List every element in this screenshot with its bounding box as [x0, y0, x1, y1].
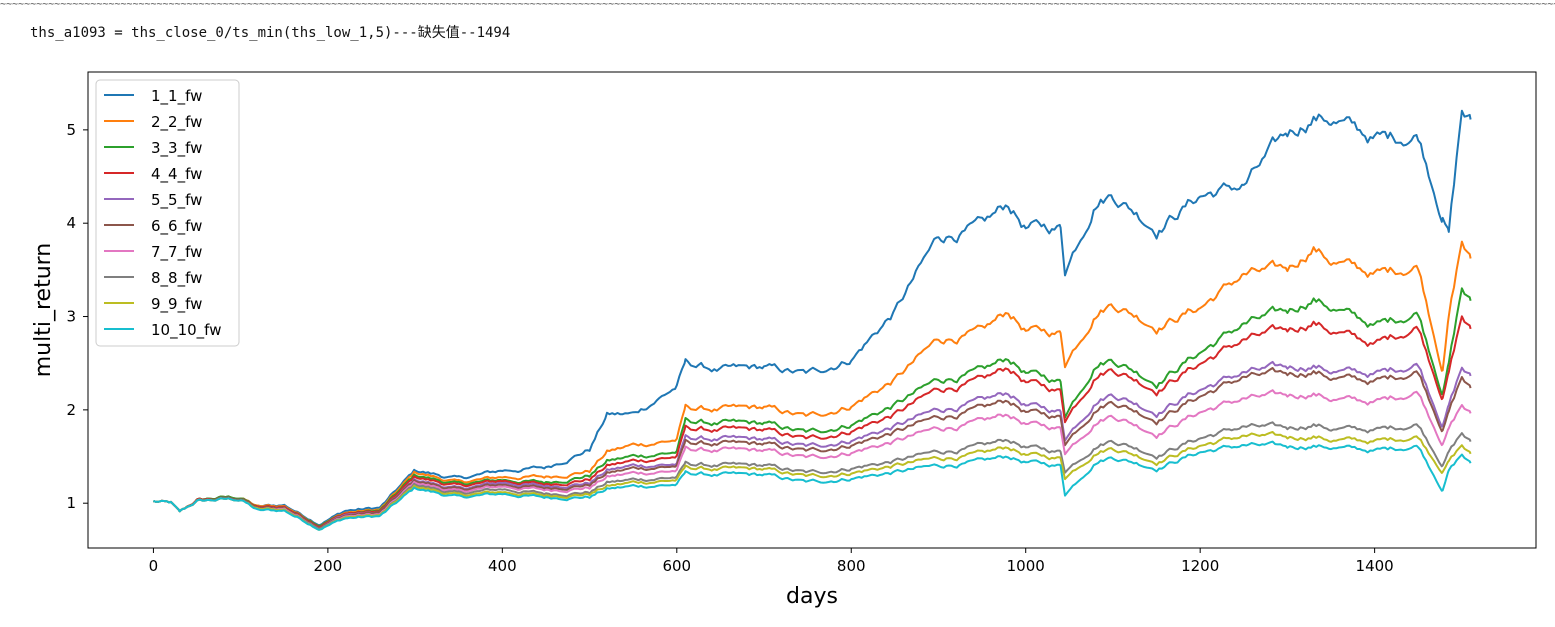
series-line-5_5_fw [153, 360, 1472, 529]
y-tick-label: 4 [66, 214, 76, 232]
y-tick-label: 5 [66, 121, 76, 139]
series-line-2_2_fw [153, 240, 1472, 528]
x-axis-title: days [786, 584, 838, 609]
y-tick-label: 1 [66, 494, 76, 512]
cell-output-text: ths_a1093 = ths_close_0/ts_min(ths_low_1… [30, 25, 511, 41]
legend-label-6_6_fw: 6_6_fw [151, 217, 202, 236]
legend-label-2_2_fw: 2_2_fw [151, 113, 202, 132]
series-line-6_6_fw [153, 367, 1472, 529]
legend-label-3_3_fw: 3_3_fw [151, 139, 202, 158]
series-layer [153, 109, 1472, 531]
x-tick-label: 200 [314, 557, 343, 575]
x-tick-label: 600 [662, 557, 691, 575]
x-tick-label: 1000 [1007, 557, 1045, 575]
x-tick-label: 400 [488, 557, 517, 575]
legend-label-10_10_fw: 10_10_fw [151, 321, 221, 340]
legend-label-5_5_fw: 5_5_fw [151, 191, 202, 210]
x-tick-label: 800 [837, 557, 866, 575]
x-tick-label: 1400 [1356, 557, 1394, 575]
legend-label-1_1_fw: 1_1_fw [151, 87, 202, 106]
ticks-layer: 0 200 400 600 800 1000 1200 1400 1 2 3 4 5 [66, 121, 1393, 575]
legend-label-9_9_fw: 9_9_fw [151, 295, 202, 314]
series-line-7_7_fw [153, 389, 1472, 530]
y-tick-label: 2 [66, 401, 76, 419]
series-line-1_1_fw [153, 109, 1472, 527]
legend-label-8_8_fw: 8_8_fw [151, 269, 202, 288]
x-tick-label: 1200 [1181, 557, 1219, 575]
series-line-3_3_fw [153, 287, 1472, 528]
separator-rule: ~~~~~~~~~~~~~~~~~~~~~~~~~~~~~~~~~~~~~~~~… [0, 0, 1555, 10]
plot-frame [87, 71, 1537, 549]
legend-label-7_7_fw: 7_7_fw [151, 243, 202, 262]
y-tick-label: 3 [66, 308, 76, 326]
y-axis-title: multi_return [31, 243, 56, 378]
legend: 1_1_fw 2_2_fw 3_3_fw 4_4_fw 5_5_fw 6_6_fw 7_7_… [95, 79, 240, 347]
series-line-10_10_fw [153, 440, 1472, 531]
x-tick-label: 0 [149, 557, 159, 575]
legend-label-4_4_fw: 4_4_fw [151, 165, 202, 184]
